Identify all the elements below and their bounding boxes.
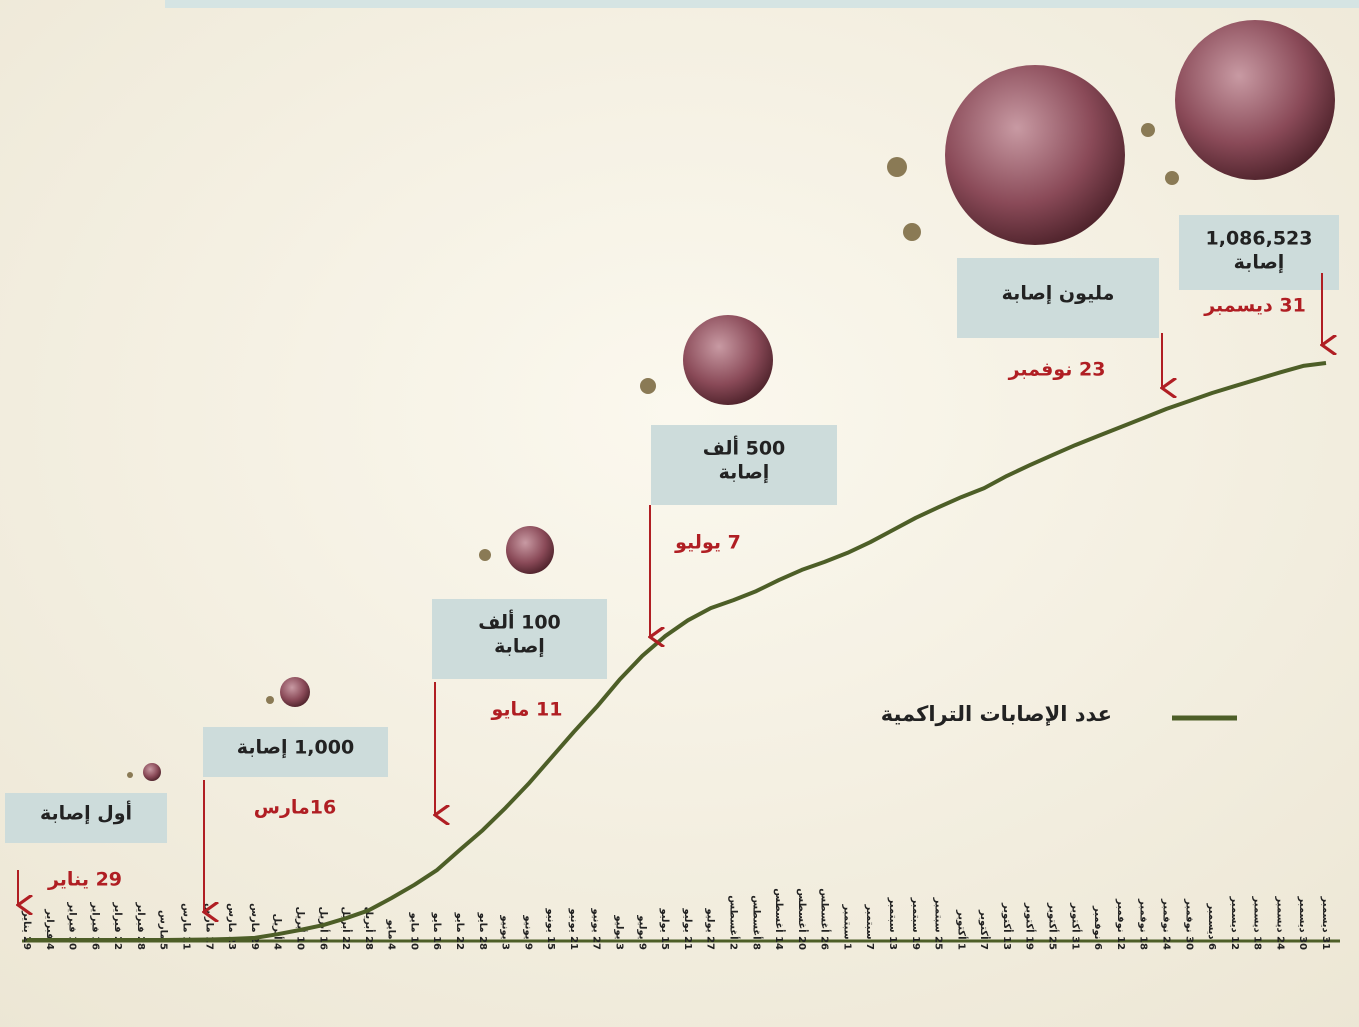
x-tick-label: 17 مارس [203, 903, 214, 950]
x-tick-label: 1 سبتمبر [841, 904, 852, 951]
top-bar [165, 0, 1359, 8]
milestone-label: 500 ألف [703, 436, 786, 460]
x-tick-label: 23 مارس [226, 903, 237, 950]
milestone-box [203, 727, 388, 777]
x-tick-label: 22 مايو [454, 912, 465, 950]
milestone-box [432, 599, 607, 679]
x-tick-label: 30 ديسمبر [1297, 896, 1308, 951]
x-tick-label: 4 فبراير [44, 908, 55, 950]
milestone-date: 11 مايو [490, 699, 562, 721]
x-tick-label: 29 مارس [249, 903, 260, 950]
milestone-label: إصابة [494, 636, 545, 658]
x-tick-label: 26 أغسطس [819, 888, 832, 950]
x-tick-label: 21 يونيو [568, 907, 579, 950]
x-tick-label: 30 نوفمبر [1183, 898, 1194, 950]
x-tick-label: 16 أبريل [317, 907, 330, 951]
x-tick-label: 9 يونيو [522, 914, 533, 950]
milestone-label: 100 ألف [478, 610, 561, 634]
milestone-label: 1,000 إصابة [237, 737, 354, 759]
x-tick-label: 15 يوليو [659, 907, 670, 950]
x-tick-label: 25 سبتمبر [933, 897, 944, 950]
x-tick-label: 10 مايو [408, 912, 419, 950]
x-tick-label: 21 يوليو [682, 907, 693, 950]
x-tick-label: 29 يناير [21, 910, 32, 950]
x-tick-label: 13 أكتوبر [1001, 902, 1014, 950]
x-tick-label: 28 مايو [477, 912, 488, 950]
x-tick-label: 24 ديسمبر [1274, 896, 1285, 951]
x-tick-label: 24 نوفمبر [1160, 898, 1171, 950]
x-tick-label: 28 فبراير [135, 901, 146, 950]
x-tick-label: 2 أغسطس [727, 895, 740, 950]
cases-line [27, 361, 1327, 942]
x-tick-label: 3 يونيو [500, 914, 511, 950]
x-tick-label: 18 ديسمبر [1252, 896, 1263, 951]
milestone-label: إصابة [1234, 252, 1285, 274]
milestone-box [1179, 215, 1339, 290]
x-tick-label: 11 مارس [181, 903, 192, 950]
milestone-date: 16مارس [254, 797, 337, 819]
milestone-date: 7 يوليو [674, 532, 741, 554]
x-tick-label: 19 أكتوبر [1024, 902, 1037, 950]
x-tick-label: 1 أكتوبر [955, 909, 968, 950]
milestone-label: 1,086,523 [1206, 228, 1313, 250]
x-tick-label: 27 يونيو [591, 907, 602, 950]
x-tick-label: 12 ديسمبر [1229, 896, 1240, 951]
x-tick-label: 14 أغسطس [773, 888, 786, 950]
x-tick-label: 8 أغسطس [750, 895, 763, 950]
x-tick-label: 22 فبراير [112, 901, 123, 950]
x-tick-label: 7 سبتمبر [864, 904, 875, 951]
milestone-box [651, 425, 837, 505]
x-tick-label: 6 نوفمبر [1092, 905, 1103, 950]
x-tick-label: 10 فبراير [67, 901, 78, 950]
milestone-date: 29 يناير [47, 869, 122, 891]
x-tick-label: 15 يونيو [545, 907, 556, 950]
x-tick-label: 4 مايو [386, 919, 397, 950]
x-tick-label: 31 أكتوبر [1069, 902, 1082, 950]
x-tick-label: 6 ديسمبر [1206, 902, 1217, 950]
x-tick-label: 27 يوليو [705, 907, 716, 950]
x-tick-label: 3 يوليو [614, 914, 625, 950]
milestone-box [957, 258, 1159, 338]
x-tick-label: 12 نوفمبر [1115, 898, 1126, 950]
virus-decorations [127, 20, 1335, 781]
milestone-label: إصابة [719, 462, 770, 484]
legend-label: عدد الإصابات التراكمية [881, 702, 1112, 726]
x-tick-label: 9 يوليو [636, 914, 647, 950]
milestone-label: أول إصابة [40, 801, 132, 825]
x-tick-label: 28 أبريل [363, 907, 376, 951]
x-tick-label: 19 سبتمبر [910, 897, 921, 950]
x-tick-label: 31 ديسمبر [1320, 896, 1331, 951]
x-tick-label: 16 مايو [431, 912, 442, 950]
x-tick-label: 25 أكتوبر [1047, 902, 1060, 950]
x-tick-label: 18 نوفمبر [1138, 898, 1149, 950]
milestone-box [5, 793, 167, 843]
x-tick-label: 5 مارس [158, 910, 169, 950]
milestone-date: 23 نوفمبر [1008, 359, 1106, 381]
x-tick-label: 4 أبريل [272, 913, 285, 950]
x-tick-label: 7 أكتوبر [978, 909, 991, 950]
x-tick-label: 13 سبتمبر [887, 897, 898, 950]
x-tick-label: 22 أبريل [340, 907, 353, 951]
milestone-date: 31 ديسمبر [1203, 295, 1306, 317]
x-tick-label: 20 أغسطس [796, 888, 809, 950]
x-tick-label: 16 فبراير [89, 901, 100, 950]
milestone-label: مليون إصابة [1002, 283, 1115, 305]
